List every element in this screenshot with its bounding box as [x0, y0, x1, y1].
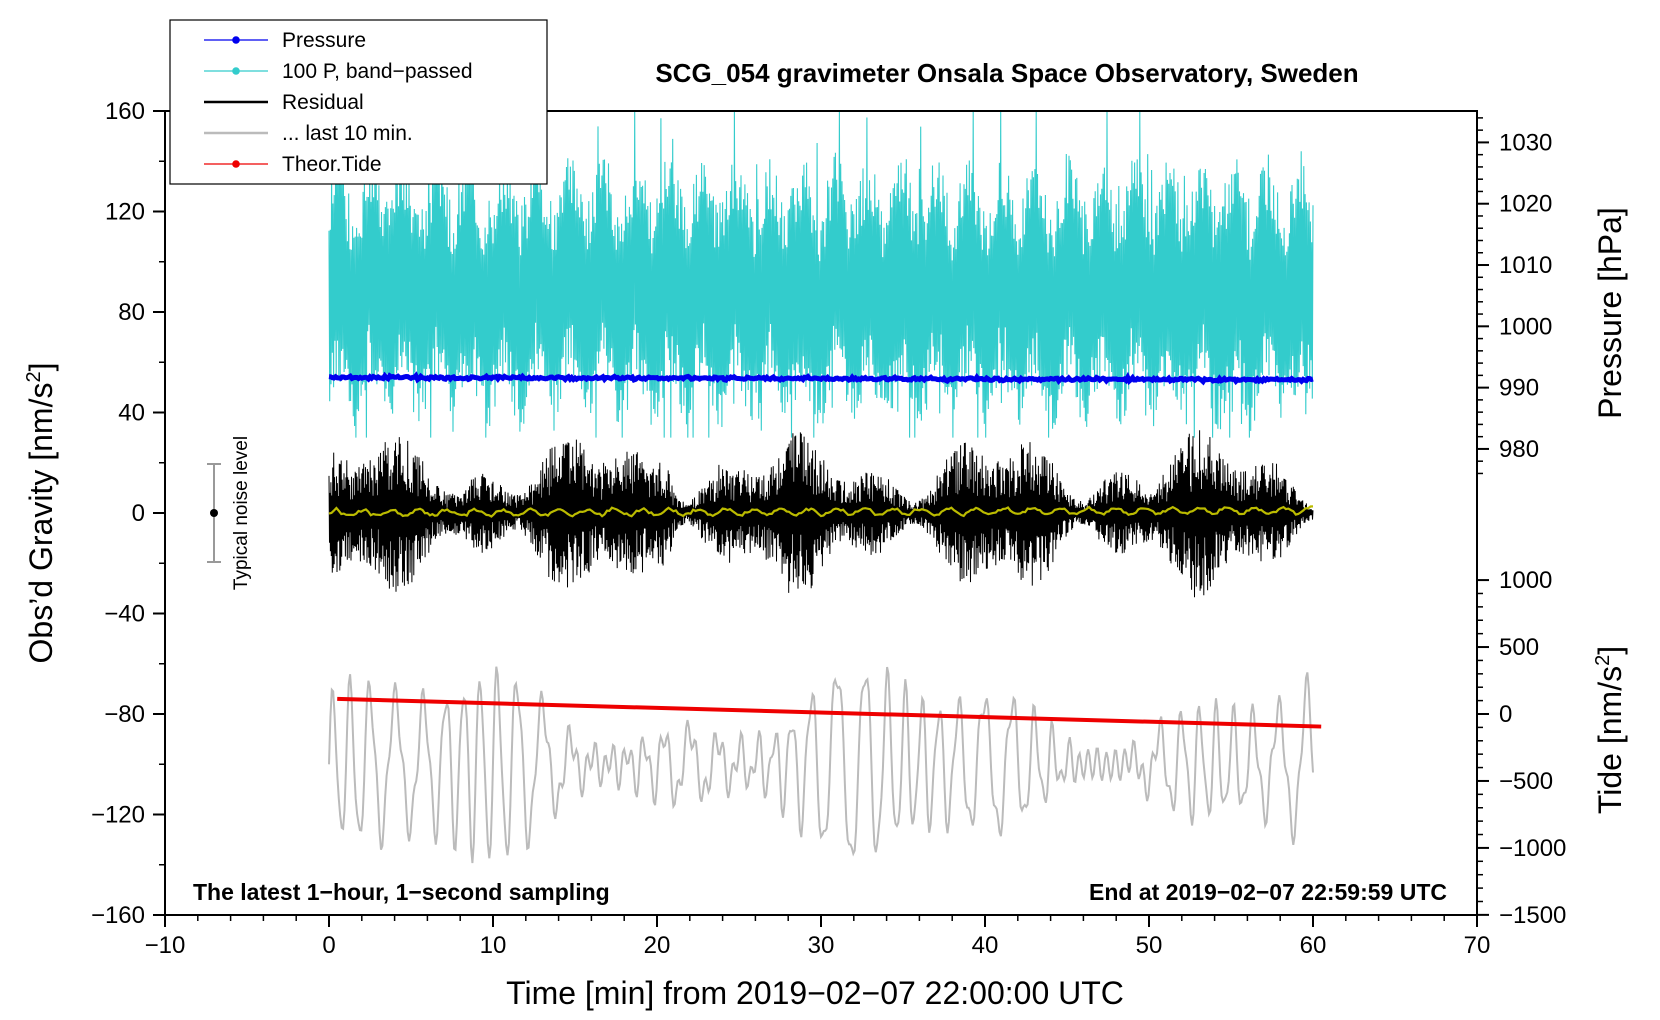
series-last-10-min: [328, 666, 1314, 864]
y-tick-label: 120: [105, 199, 145, 226]
legend-marker: [232, 36, 240, 44]
pressure-tick-label: 1000: [1499, 313, 1552, 340]
y-tick-label: 40: [118, 400, 145, 427]
series-bandpassed-pressure: [328, 110, 1314, 438]
series-residual: [328, 430, 1314, 598]
y-axis-title-tide: Tide [nm/s2]: [1592, 646, 1628, 814]
y-axis-title-pressure: Pressure [hPa]: [1592, 207, 1628, 419]
x-tick-label: −10: [145, 932, 186, 959]
y-tick-label: −80: [104, 701, 145, 728]
annotation-end-time: End at 2019−02−07 22:59:59 UTC: [1089, 879, 1447, 905]
pressure-tick-label: 1010: [1499, 252, 1552, 279]
y-tick-label: 0: [132, 500, 145, 527]
legend-label: Pressure: [282, 29, 366, 52]
tide-tick-label: 500: [1499, 634, 1539, 661]
legend-marker: [232, 67, 240, 75]
y-tick-label: −120: [91, 802, 145, 829]
legend: Pressure 100 P, band−passed Residual ... la…: [169, 19, 548, 185]
y-axis-title-left: Obs’d Gravity [nm/s2]: [23, 363, 59, 664]
annotation-sampling: The latest 1−hour, 1−second sampling: [193, 879, 610, 905]
series-theoretical-tide: [337, 696, 1322, 729]
y-tick-label: −40: [104, 601, 145, 628]
chart-title: SCG_054 gravimeter Onsala Space Observat…: [655, 58, 1358, 88]
legend-label: Residual: [282, 91, 364, 114]
tide-tick-label: 1000: [1499, 567, 1552, 594]
tide-tick-label: 0: [1499, 701, 1512, 728]
y-tick-label: 80: [118, 299, 145, 326]
y-tick-label: 160: [105, 98, 145, 125]
x-tick-label: 70: [1464, 932, 1491, 959]
pressure-tick-label: 1030: [1499, 129, 1552, 156]
legend-label: Theor.Tide: [282, 153, 382, 176]
x-tick-label: 20: [644, 932, 671, 959]
pressure-tick-label: 990: [1499, 375, 1539, 402]
series-pressure: [328, 371, 1314, 386]
legend-marker: [232, 160, 240, 168]
x-tick-label: 10: [480, 932, 507, 959]
noise-level-label: Typical noise level: [231, 436, 252, 590]
x-tick-label: 60: [1300, 932, 1327, 959]
noise-point: [210, 509, 218, 517]
x-tick-label: 30: [808, 932, 835, 959]
x-tick-label: 40: [972, 932, 999, 959]
series-layer: [328, 110, 1322, 864]
x-tick-label: 50: [1136, 932, 1163, 959]
tide-tick-label: −500: [1499, 768, 1553, 795]
pressure-tick-label: 1020: [1499, 191, 1552, 218]
axis-layer: −10 0 10 20 30 40 50 60 7016012080400−40−80−120−…: [91, 98, 1566, 959]
series-residual-smoothed: [328, 505, 1314, 518]
x-tick-label: 0: [322, 932, 335, 959]
legend-label: ... last 10 min.: [282, 122, 413, 145]
x-axis-title: Time [min] from 2019−02−07 22:00:00 UTC: [506, 975, 1124, 1011]
pressure-tick-label: 980: [1499, 436, 1539, 463]
tide-tick-label: −1000: [1499, 835, 1566, 862]
tide-tick-label: −1500: [1499, 902, 1566, 929]
y-tick-label: −160: [91, 902, 145, 929]
noise-level-indicator: Typical noise level: [207, 436, 252, 590]
legend-label: 100 P, band−passed: [282, 60, 473, 83]
